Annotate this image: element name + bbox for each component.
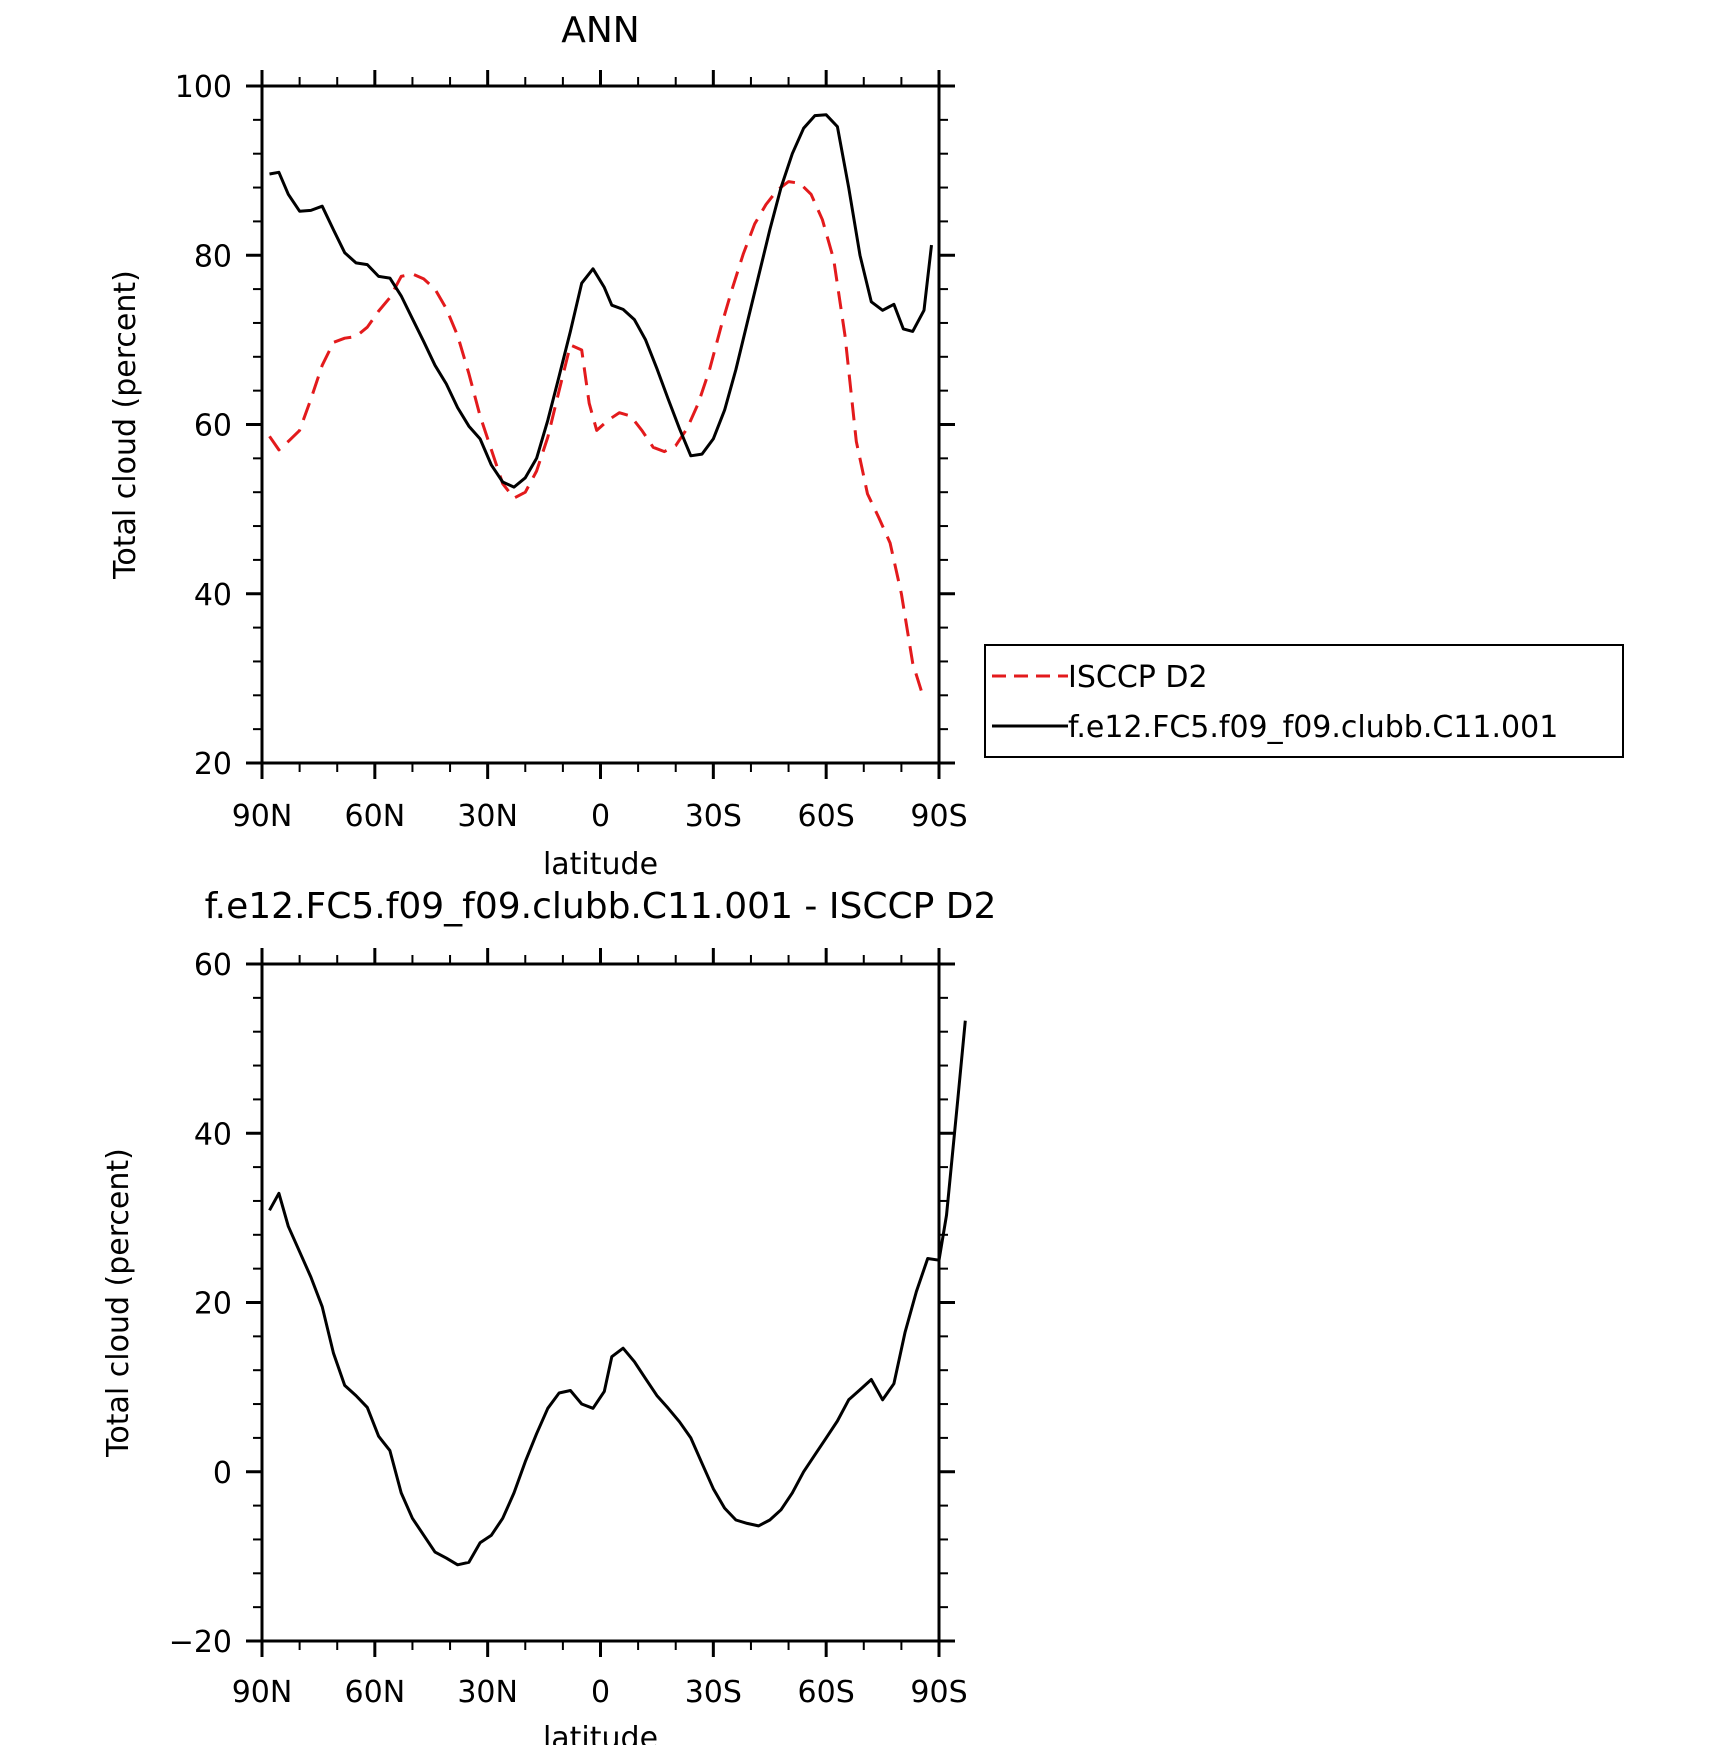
x-tick-label: 30S <box>685 799 742 834</box>
chart-title: f.e12.FC5.f09_f09.clubb.C11.001 - ISCCP … <box>205 886 997 927</box>
chart-panel-2: f.e12.FC5.f09_f09.clubb.C11.001 - ISCCP … <box>101 886 996 1745</box>
x-tick-label: 60N <box>345 1675 406 1710</box>
x-tick-label: 0 <box>591 1675 610 1710</box>
y-tick-label: −20 <box>169 1625 232 1660</box>
x-axis-title: latitude <box>543 1721 658 1745</box>
y-tick-label: 20 <box>194 747 232 782</box>
legend-box <box>984 644 1624 758</box>
chart-title: ANN <box>561 10 640 51</box>
legend: ISCCP D2 f.e12.FC5.f09_f09.clubb.C11.001 <box>984 644 1624 758</box>
y-tick-label: 40 <box>194 1117 232 1152</box>
x-tick-label: 90N <box>232 1675 293 1710</box>
x-axis-title: latitude <box>543 847 658 882</box>
chart-panel-1: ANN 90N 60N 30N 0 30S 60S 90S 20 40 60 80 100 latitud… <box>108 10 1624 882</box>
y-tick-label: 100 <box>175 70 232 105</box>
x-tick-label: 90S <box>910 799 967 834</box>
plot-frame <box>260 962 941 1643</box>
y-axis-title: Total cloud (percent) <box>108 270 143 580</box>
series-line-1 <box>268 180 926 700</box>
x-tick-label: 90S <box>910 1675 967 1710</box>
series-line-1 <box>268 1020 967 1567</box>
x-tick-label: 60S <box>798 799 855 834</box>
y-tick-label: 40 <box>194 578 232 613</box>
x-tick-label: 60N <box>345 799 406 834</box>
plot-frame <box>260 84 941 765</box>
x-tick-label: 90N <box>232 799 293 834</box>
legend-label: ISCCP D2 <box>1068 660 1208 695</box>
y-tick-label: 60 <box>194 948 232 983</box>
y-tick-label: 80 <box>194 239 232 274</box>
x-tick-label: 30N <box>457 1675 518 1710</box>
legend-label: f.e12.FC5.f09_f09.clubb.C11.001 <box>1068 710 1558 745</box>
x-tick-label: 30S <box>685 1675 742 1710</box>
y-tick-label: 0 <box>213 1456 232 1491</box>
y-tick-label: 20 <box>194 1287 232 1322</box>
y-tick-label: 60 <box>194 409 232 444</box>
x-tick-label: 30N <box>457 799 518 834</box>
x-tick-label: 0 <box>591 799 610 834</box>
series-line-2 <box>269 113 933 489</box>
x-tick-label: 60S <box>798 1675 855 1710</box>
y-axis-title: Total cloud (percent) <box>101 1148 136 1458</box>
